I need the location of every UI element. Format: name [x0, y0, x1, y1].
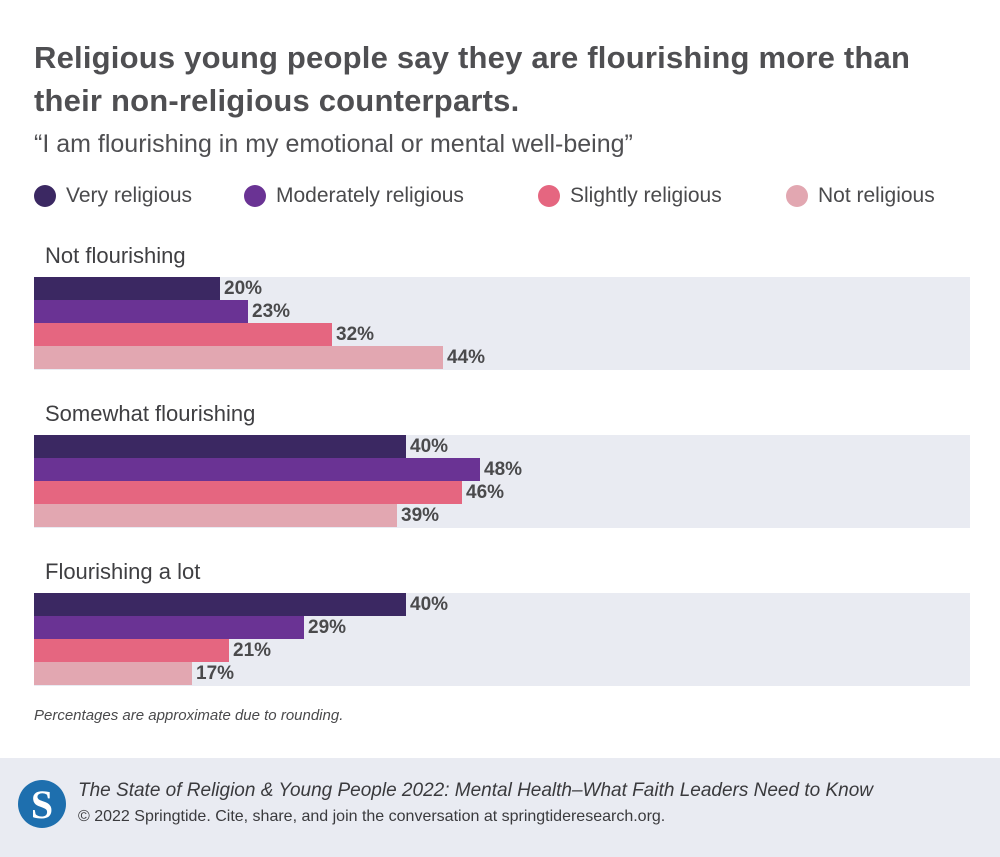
- bar-flourishing-a-lot-very-religious: [34, 593, 406, 616]
- value-label-not-flourishing-not-religious: 44%: [447, 347, 486, 368]
- value-label-somewhat-flourishing-not-religious: 39%: [401, 505, 440, 526]
- footer: S The State of Religion & Young People 2…: [0, 758, 1000, 857]
- value-label-somewhat-flourishing-slightly-religious: 46%: [466, 482, 505, 503]
- legend-swatch-not-religious: [786, 185, 808, 207]
- bar-somewhat-flourishing-not-religious: [34, 504, 397, 527]
- legend-swatch-slightly-religious: [538, 185, 560, 207]
- bar-somewhat-flourishing-very-religious: [34, 435, 406, 458]
- value-label-flourishing-a-lot-slightly-religious: 21%: [233, 640, 272, 661]
- legend-item-slightly-religious: Slightly religious: [538, 184, 722, 208]
- springtide-logo-icon: S: [18, 780, 66, 828]
- bar-not-flourishing-slightly-religious: [34, 323, 332, 346]
- chart-title: Religious young people say they are flou…: [34, 40, 911, 118]
- legend-item-not-religious: Not religious: [786, 184, 935, 208]
- value-label-not-flourishing-very-religious: 20%: [224, 278, 263, 299]
- value-label-not-flourishing-slightly-religious: 32%: [336, 324, 375, 345]
- bar-flourishing-a-lot-slightly-religious: [34, 639, 229, 662]
- footer-title: The State of Religion & Young People 202…: [78, 780, 873, 801]
- value-label-flourishing-a-lot-moderately-religious: 29%: [308, 617, 347, 638]
- group-label-somewhat-flourishing: Somewhat flourishing: [45, 401, 256, 426]
- legend-item-moderately-religious: Moderately religious: [244, 184, 464, 208]
- legend-swatch-moderately-religious: [244, 185, 266, 207]
- rounding-note: Percentages are approximate due to round…: [34, 707, 344, 724]
- bar-somewhat-flourishing-slightly-religious: [34, 481, 462, 504]
- legend-label-slightly-religious: Slightly religious: [570, 184, 722, 207]
- value-label-flourishing-a-lot-not-religious: 17%: [196, 663, 235, 684]
- value-label-somewhat-flourishing-moderately-religious: 48%: [484, 459, 523, 480]
- legend-label-moderately-religious: Moderately religious: [276, 184, 464, 207]
- value-label-somewhat-flourishing-very-religious: 40%: [410, 436, 449, 457]
- bar-not-flourishing-very-religious: [34, 277, 220, 300]
- bar-flourishing-a-lot-not-religious: [34, 662, 192, 685]
- legend-item-very-religious: Very religious: [34, 184, 192, 208]
- legend-label-not-religious: Not religious: [818, 184, 935, 207]
- chart-subtitle: “I am flourishing in my emotional or men…: [34, 130, 633, 158]
- bar-somewhat-flourishing-moderately-religious: [34, 458, 480, 481]
- value-label-flourishing-a-lot-very-religious: 40%: [410, 594, 449, 615]
- bar-not-flourishing-moderately-religious: [34, 300, 248, 323]
- legend-swatch-very-religious: [34, 185, 56, 207]
- group-label-flourishing-a-lot: Flourishing a lot: [45, 559, 201, 584]
- legend: Very religious Moderately religious Slig…: [34, 184, 974, 214]
- bar-not-flourishing-not-religious: [34, 346, 443, 369]
- value-label-not-flourishing-moderately-religious: 23%: [252, 301, 291, 322]
- footer-credit: © 2022 Springtide. Cite, share, and join…: [78, 808, 666, 825]
- group-label-not-flourishing: Not flourishing: [45, 243, 186, 268]
- legend-label-very-religious: Very religious: [66, 184, 193, 207]
- bar-flourishing-a-lot-moderately-religious: [34, 616, 304, 639]
